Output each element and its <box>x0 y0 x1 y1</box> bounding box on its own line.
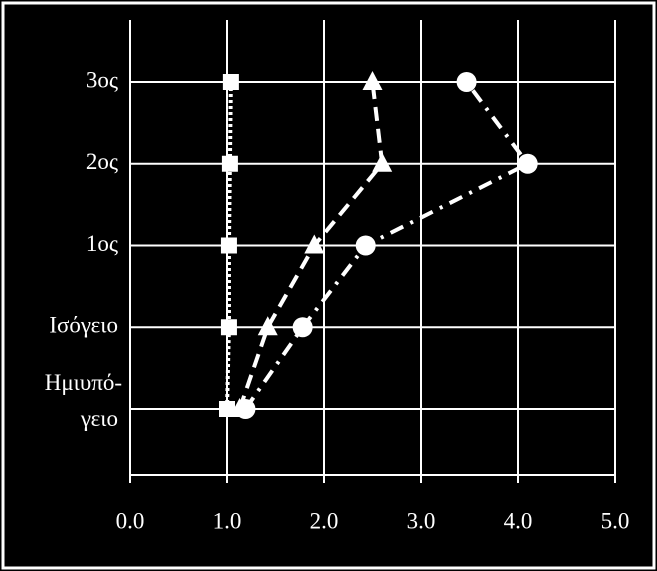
marker <box>220 319 237 336</box>
x-tick-label: 2.0 <box>310 508 339 533</box>
x-tick-label: 1.0 <box>213 508 242 533</box>
x-tick-label: 0.0 <box>116 508 145 533</box>
marker <box>220 237 237 254</box>
marker <box>517 153 538 174</box>
marker <box>304 234 325 254</box>
x-tick-label: 5.0 <box>601 508 630 533</box>
y-tick-label: 1ος <box>86 231 118 256</box>
y-tick-label: Ημιυπό-γειο <box>45 370 122 431</box>
marker <box>222 74 239 90</box>
marker <box>257 316 278 336</box>
marker <box>219 401 235 417</box>
y-tick-label: Ισόγειο <box>49 313 118 338</box>
marker <box>456 72 477 92</box>
marker <box>372 152 393 172</box>
marker <box>292 317 313 338</box>
x-tick-label: 4.0 <box>504 508 533 533</box>
marker <box>235 399 256 419</box>
marker <box>355 235 376 256</box>
marker <box>362 71 383 90</box>
y-tick-label: 2ος <box>86 149 118 174</box>
y-tick-label: 3ος <box>86 67 118 92</box>
x-tick-label: 3.0 <box>407 508 436 533</box>
marker <box>221 155 238 172</box>
